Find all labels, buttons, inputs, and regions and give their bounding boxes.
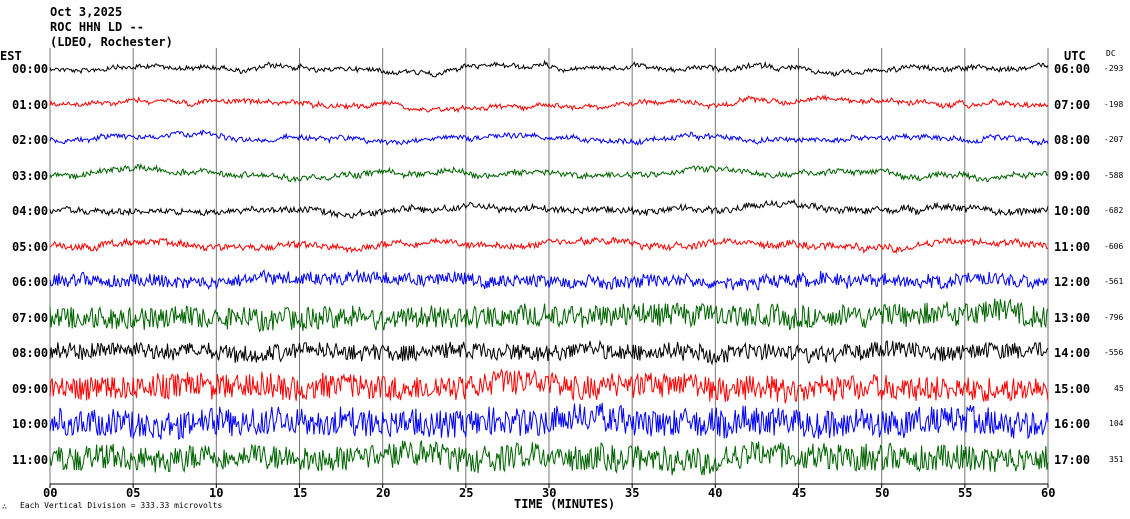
header-station: ROC HHN LD -- [50, 20, 144, 34]
trace-0800 [49, 339, 1049, 366]
dc-value-0700: -796 [1104, 313, 1124, 322]
dc-value-0100: -198 [1104, 100, 1124, 109]
utc-label-0800: 08:00 [1054, 133, 1091, 147]
dc-value-0500: -606 [1104, 242, 1124, 251]
dc-value-0900: 45 [1114, 384, 1124, 393]
est-label-0500: 05:00 [12, 240, 49, 254]
dc-value-0000: -293 [1104, 64, 1124, 73]
trace-0900 [49, 368, 1049, 404]
trace-0300 [49, 162, 1049, 183]
x-tick-label-60: 60 [1041, 486, 1056, 500]
utc-label-1300: 13:00 [1054, 311, 1091, 325]
dc-value-0400: -682 [1104, 206, 1124, 215]
est-label-0200: 02:00 [12, 133, 49, 147]
utc-label-1700: 17:00 [1054, 453, 1091, 467]
utc-label-0600: 06:00 [1054, 62, 1091, 76]
header-date: Oct 3,2025 [50, 5, 123, 19]
utc-label-1000: 10:00 [1054, 204, 1091, 218]
dc-value-0800: -556 [1104, 348, 1124, 357]
x-tick-label-00: 00 [43, 486, 58, 500]
dc-value-1100: 351 [1109, 455, 1124, 464]
est-label-0900: 09:00 [12, 382, 49, 396]
header-network: (LDEO, Rochester) [50, 35, 173, 49]
x-tick-label-30: 30 [542, 486, 557, 500]
est-label-0300: 03:00 [12, 169, 49, 183]
est-axis-label: EST [0, 49, 22, 63]
utc-label-1600: 16:00 [1054, 417, 1091, 431]
x-tick-label-45: 45 [792, 486, 807, 500]
x-tick-label-05: 05 [126, 486, 141, 500]
x-tick-label-25: 25 [459, 486, 474, 500]
dc-value-0300: -588 [1104, 171, 1124, 180]
x-tick-label-10: 10 [209, 486, 224, 500]
est-label-1000: 10:00 [12, 417, 49, 431]
x-tick-label-50: 50 [875, 486, 890, 500]
est-label-0700: 07:00 [12, 311, 49, 325]
dc-header: DC [1106, 49, 1116, 58]
dc-value-0600: -561 [1104, 277, 1124, 286]
trace-0000 [49, 59, 1049, 78]
trace-1100 [49, 440, 1049, 476]
trace-0100 [49, 94, 1049, 114]
utc-label-1200: 12:00 [1054, 275, 1091, 289]
trace-0400 [49, 198, 1049, 219]
corner-mark: ∴ [2, 502, 7, 511]
utc-label-1400: 14:00 [1054, 346, 1091, 360]
x-tick-label-15: 15 [293, 486, 308, 500]
trace-0600 [49, 269, 1049, 291]
utc-label-1500: 15:00 [1054, 382, 1091, 396]
utc-label-0900: 09:00 [1054, 169, 1091, 183]
trace-0200 [49, 129, 1049, 147]
x-tick-label-20: 20 [376, 486, 391, 500]
utc-label-0700: 07:00 [1054, 98, 1091, 112]
est-label-0000: 00:00 [12, 62, 49, 76]
est-label-0100: 01:00 [12, 98, 49, 112]
x-tick-label-35: 35 [625, 486, 640, 500]
scale-note: Each Vertical Division = 333.33 microvol… [20, 501, 223, 510]
trace-0700 [49, 298, 1049, 333]
est-label-0600: 06:00 [12, 275, 49, 289]
utc-axis-label: UTC [1064, 49, 1086, 63]
dc-value-1000: 104 [1109, 419, 1124, 428]
utc-label-1100: 11:00 [1054, 240, 1091, 254]
est-label-1100: 11:00 [12, 453, 49, 467]
x-tick-label-55: 55 [958, 486, 973, 500]
x-tick-label-40: 40 [708, 486, 723, 500]
trace-0500 [49, 236, 1049, 255]
trace-1000 [49, 402, 1049, 440]
dc-value-0200: -207 [1104, 135, 1124, 144]
x-axis-label: TIME (MINUTES) [514, 497, 616, 511]
est-label-0400: 04:00 [12, 204, 49, 218]
est-label-0800: 08:00 [12, 346, 49, 360]
